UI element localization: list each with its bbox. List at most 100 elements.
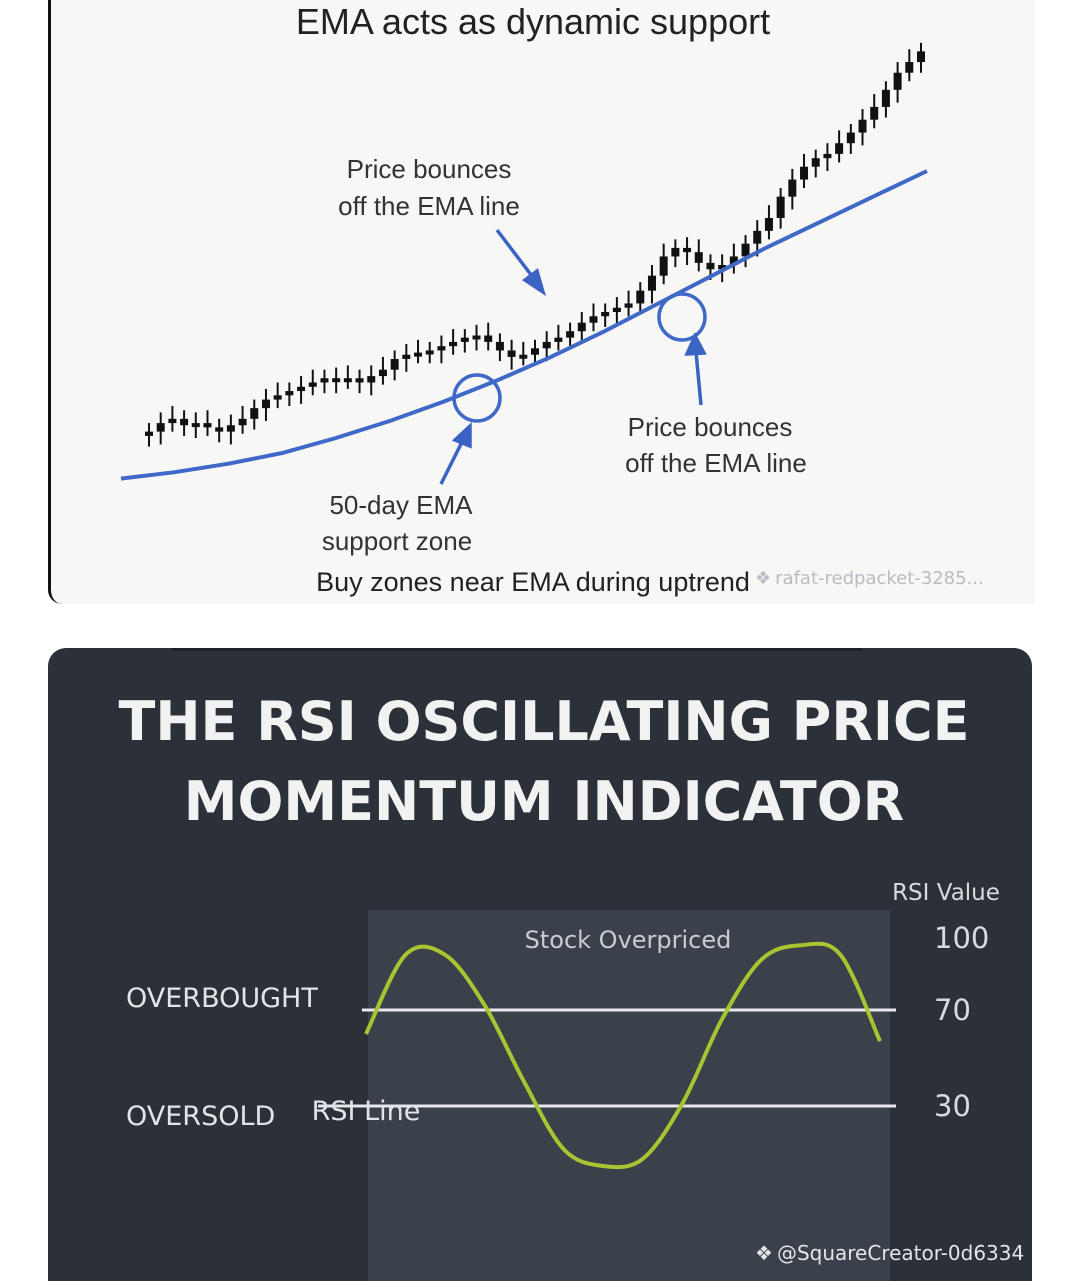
candle xyxy=(226,414,235,445)
candle xyxy=(343,365,352,389)
rsi-chart-panel: THE RSI OSCILLATING PRICE MOMENTUM INDIC… xyxy=(48,648,1032,1281)
rsi-watermark-text: @SquareCreator-0d6334 xyxy=(776,1241,1025,1265)
candle xyxy=(437,335,446,364)
rsi-title-line-2: MOMENTUM INDICATOR xyxy=(184,770,904,833)
candle xyxy=(858,109,867,146)
rsi-line-label: RSI Line xyxy=(312,1096,421,1127)
rsi-y-tick-label: 100 xyxy=(934,921,989,955)
candle xyxy=(402,344,411,372)
candle xyxy=(788,168,797,210)
rsi-zone-label: Stock Overpriced xyxy=(525,926,732,954)
candle xyxy=(180,410,189,436)
candle xyxy=(355,369,364,394)
rsi-level-label: OVERBOUGHT xyxy=(126,983,318,1014)
candle xyxy=(612,297,621,325)
candle xyxy=(285,382,294,406)
candle xyxy=(507,339,516,370)
candle xyxy=(531,339,539,366)
candle xyxy=(238,406,247,434)
candle xyxy=(601,303,610,327)
candle xyxy=(718,254,727,283)
candle xyxy=(145,423,153,447)
candle xyxy=(835,130,844,163)
candle xyxy=(917,42,925,73)
ema-chart-panel: EMA acts as dynamic support Price bounce… xyxy=(48,0,1035,604)
arrow-support-zone xyxy=(439,439,465,485)
candle xyxy=(870,94,879,129)
candle xyxy=(168,406,177,432)
candle xyxy=(449,329,458,355)
rsi-y-tick-label: 30 xyxy=(934,1089,971,1123)
candle xyxy=(905,49,914,82)
candle xyxy=(484,322,493,351)
candle xyxy=(308,369,317,396)
arrow-bounce-1 xyxy=(495,228,537,282)
candle xyxy=(378,356,387,385)
candle xyxy=(846,124,855,154)
annotation-bounce-2: Price bounces off the EMA line xyxy=(625,412,807,478)
annotation-line: support zone xyxy=(322,526,472,556)
rsi-y-ticks: 100 70 30 xyxy=(934,921,989,1123)
candle xyxy=(776,188,785,229)
candle xyxy=(624,290,633,317)
candle xyxy=(881,81,890,118)
rsi-y-tick-label: 70 xyxy=(934,993,971,1027)
candle xyxy=(636,282,645,315)
candle xyxy=(519,341,528,366)
rsi-chart: THE RSI OSCILLATING PRICE MOMENTUM INDIC… xyxy=(118,648,1000,1281)
candle xyxy=(823,143,832,171)
ema-chart-title: EMA acts as dynamic support xyxy=(296,1,770,42)
candle xyxy=(332,367,341,394)
annotation-line: off the EMA line xyxy=(338,191,520,221)
rsi-zone-background xyxy=(368,910,890,1281)
ema-candles xyxy=(145,42,925,447)
candle xyxy=(659,243,668,285)
arrow-head xyxy=(521,268,546,297)
annotation-line: Price bounces xyxy=(628,412,793,442)
candle xyxy=(203,410,212,436)
candle xyxy=(893,62,902,103)
rsi-level-label: OVERSOLD xyxy=(126,1101,275,1132)
annotation-bounce-1: Price bounces off the EMA line xyxy=(338,154,520,221)
candle xyxy=(495,333,504,362)
annotation-line: 50-day EMA xyxy=(329,490,473,520)
candle xyxy=(729,243,738,274)
candle xyxy=(191,412,200,439)
candle xyxy=(800,153,809,189)
arrow-head xyxy=(451,421,472,449)
candle xyxy=(542,331,551,362)
candle xyxy=(566,322,575,349)
ema-watermark-text: rafat-redpacket-3285... xyxy=(775,568,984,589)
rsi-line xyxy=(364,941,882,1170)
candle xyxy=(414,339,423,364)
candle xyxy=(741,235,750,268)
annotation-arrows xyxy=(439,228,707,485)
candle xyxy=(425,341,434,364)
ema-watermark: ❖ rafat-redpacket-3285... xyxy=(755,568,984,589)
candle xyxy=(297,376,306,404)
annotation-support-zone: 50-day EMA support zone xyxy=(322,490,473,556)
candle xyxy=(156,412,165,445)
rsi-top-strip xyxy=(172,648,862,651)
diamond-logo-icon: ❖ xyxy=(755,1241,773,1265)
rsi-y-axis-label: RSI Value xyxy=(892,880,1000,906)
candle xyxy=(647,265,656,304)
ema-chart: EMA acts as dynamic support Price bounce… xyxy=(120,1,928,597)
candle xyxy=(577,312,586,345)
candle xyxy=(554,324,563,351)
rsi-levels: OVERBOUGHT OVERSOLD xyxy=(126,983,896,1132)
candle xyxy=(320,369,329,394)
candle xyxy=(811,149,820,178)
ema-touch-circle-1 xyxy=(452,373,502,423)
ema-chart-subtitle: Buy zones near EMA during uptrend xyxy=(316,567,750,597)
candle xyxy=(250,399,259,430)
candle xyxy=(671,239,680,268)
diamond-logo-icon: ❖ xyxy=(755,568,772,589)
candle xyxy=(215,418,224,443)
ema-touch-circle-2 xyxy=(657,292,707,342)
annotation-line: off the EMA line xyxy=(625,448,807,478)
candle xyxy=(589,303,598,332)
candle xyxy=(460,329,469,353)
candle xyxy=(472,324,481,351)
arrow-head xyxy=(684,332,707,356)
